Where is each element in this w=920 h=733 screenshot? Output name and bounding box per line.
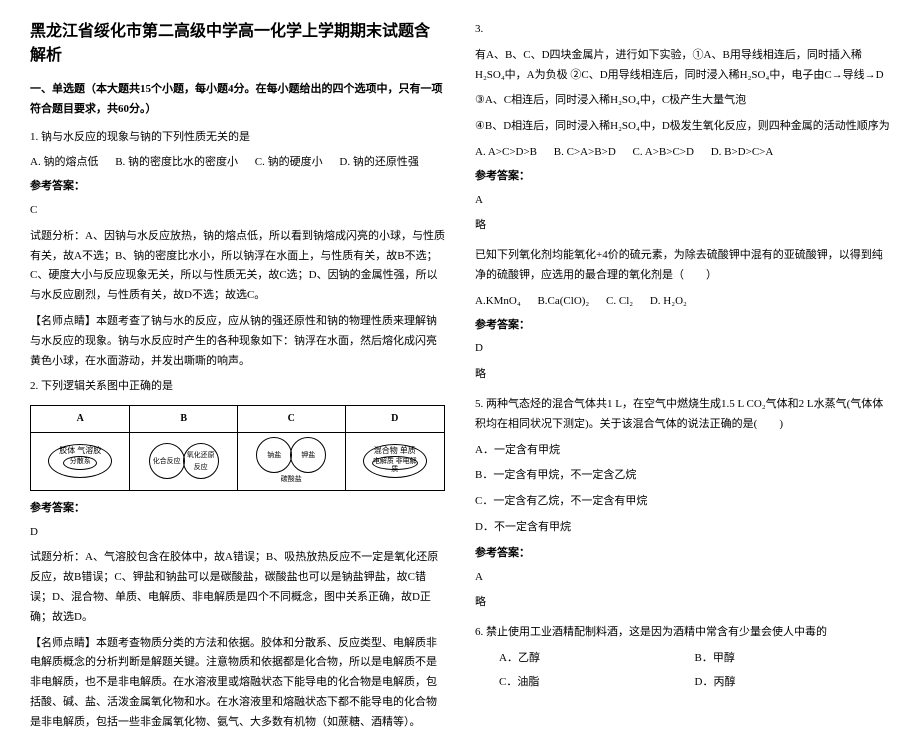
venn-c-mid: 碳酸盐 <box>242 473 341 486</box>
q2-th-a: A <box>31 406 130 433</box>
q1-exp1: 试题分析：A、因钠与水反应放热，钠的熔点低，所以看到钠熔成闪亮的小球，与性质有关… <box>30 227 445 306</box>
q1-options: A. 钠的熔点低 B. 钠的密度比水的密度小 C. 钠的硬度小 D. 钠的还原性… <box>30 153 445 173</box>
q2-exp1: 试题分析：A、气溶胶包含在胶体中，故A错误；B、吸热放热反应不一定是氧化还原反应… <box>30 548 445 627</box>
doc-title: 黑龙江省绥化市第二高级中学高一化学上学期期末试题含解析 <box>30 20 445 68</box>
venn-c-r: 钾盐 <box>290 437 326 473</box>
q6-text: 6. 禁止使用工业酒精配制料酒，这是因为酒精中常含有少量会使人中毒的 <box>475 623 890 643</box>
ellipse-a: 胶体 气溶胶 分散系 <box>48 444 112 478</box>
q5-slug: 略 <box>475 593 890 613</box>
q4-ref: 参考答案： <box>475 316 890 336</box>
q3-line2: ③A、C相连后，同时浸入稀H₂SO₄中，C极产生大量气泡 <box>475 91 890 111</box>
cell-a-in: 分散系 <box>63 456 97 470</box>
q4-ans: D <box>475 339 890 359</box>
q2-th-c: C <box>237 406 345 433</box>
ellipse-d: 混合物 单质 电解质 非电解质 <box>363 444 427 478</box>
q3-d: D. B>D>C>A <box>711 146 774 158</box>
q2-ref: 参考答案： <box>30 499 445 519</box>
q1-exp2: 【名师点睛】本题考查了钠与水的反应，应从钠的强还原性和钠的物理性质来理解钠与水反… <box>30 312 445 371</box>
q1-c: C. 钠的硬度小 <box>255 156 323 168</box>
q5-d: D．不一定含有甲烷 <box>475 518 890 538</box>
q5-a: A．一定含有甲烷 <box>475 441 890 461</box>
q3-ref: 参考答案： <box>475 167 890 187</box>
cell-d-in: 电解质 非电解质 <box>372 456 418 470</box>
q2-cell-c: 钠盐 钾盐 碳酸盐 <box>237 433 345 491</box>
q6-row1: A．乙醇 B．甲醇 <box>475 649 890 669</box>
q5-c: C．一定含有乙烷，不一定含有甲烷 <box>475 492 890 512</box>
q4-text: 已知下列氧化剂均能氧化+4价的硫元素，为除去硫酸钾中混有的亚硫酸钾，以得到纯净的… <box>475 246 890 286</box>
q3-options: A. A>C>D>B B. C>A>B>D C. A>B>C>D D. B>D>… <box>475 143 890 163</box>
q3-ans: A <box>475 191 890 211</box>
cell-d-out: 混合物 单质 <box>374 446 416 455</box>
q1-ans: C <box>30 201 445 221</box>
q1-ref: 参考答案： <box>30 177 445 197</box>
q4-d: D. H₂O₂ <box>650 295 687 307</box>
section-header: 一、单选题（本大题共15个小题，每小题4分。在每小题给出的四个选项中，只有一项符… <box>30 80 445 120</box>
q6-b: B．甲醇 <box>695 649 891 669</box>
q6-c: C．油脂 <box>475 673 695 693</box>
q4-b: B.Ca(ClO)₂ <box>537 295 589 307</box>
q1-text: 1. 钠与水反应的现象与钠的下列性质无关的是 <box>30 128 445 148</box>
q3-c: C. A>B>C>D <box>633 146 694 158</box>
q2-cell-a: 胶体 气溶胶 分散系 <box>31 433 130 491</box>
venn-b-r: 氧化还原反应 <box>183 443 219 479</box>
q3-line3: ④B、D相连后，同时浸入稀H₂SO₄中，D极发生氧化反应，则四种金属的活动性顺序… <box>475 117 890 137</box>
q4-a: A.KMnO₄ <box>475 295 521 307</box>
q3-line1: 有A、B、C、D四块金属片，进行如下实验，①A、B用导线相连后，同时插入稀H₂S… <box>475 46 890 86</box>
q2-text: 2. 下列逻辑关系图中正确的是 <box>30 377 445 397</box>
q2-th-d: D <box>345 406 444 433</box>
q1-a: A. 钠的熔点低 <box>30 156 98 168</box>
q1-b: B. 钠的密度比水的密度小 <box>115 156 238 168</box>
q4-slug: 略 <box>475 365 890 385</box>
cell-a-out: 胶体 气溶胶 <box>59 446 101 455</box>
q5-ans: A <box>475 568 890 588</box>
q1-d: D. 钠的还原性强 <box>339 156 418 168</box>
right-column: 3. 有A、B、C、D四块金属片，进行如下实验，①A、B用导线相连后，同时插入稀… <box>475 20 890 631</box>
q6-d: D．丙醇 <box>695 673 891 693</box>
q5-ref: 参考答案： <box>475 544 890 564</box>
q2-table: A B C D 胶体 气溶胶 分散系 化合反应 氧化还原反应 钠盐 <box>30 405 445 491</box>
q3-a: A. A>C>D>B <box>475 146 537 158</box>
q5-b: B．一定含有甲烷，不一定含乙烷 <box>475 466 890 486</box>
q4-c: C. Cl₂ <box>606 295 633 307</box>
venn-c: 钠盐 钾盐 <box>256 437 326 473</box>
venn-b: 化合反应 氧化还原反应 <box>149 443 219 479</box>
q5-options: A．一定含有甲烷 B．一定含有甲烷，不一定含乙烷 C．一定含有乙烷，不一定含有甲… <box>475 441 890 538</box>
q2-ans: D <box>30 523 445 543</box>
q6-a: A．乙醇 <box>475 649 695 669</box>
q5-text: 5. 两种气态烃的混合气体共1 L，在空气中燃烧生成1.5 L CO₂气体和2 … <box>475 395 890 435</box>
q2-cell-d: 混合物 单质 电解质 非电解质 <box>345 433 444 491</box>
q3-num: 3. <box>475 20 890 40</box>
q3-b: B. C>A>B>D <box>554 146 616 158</box>
venn-b-l: 化合反应 <box>149 443 185 479</box>
q2-cell-b: 化合反应 氧化还原反应 <box>130 433 238 491</box>
left-column: 黑龙江省绥化市第二高级中学高一化学上学期期末试题含解析 一、单选题（本大题共15… <box>30 20 445 631</box>
q2-th-b: B <box>130 406 238 433</box>
q2-exp2: 【名师点睛】本题考查物质分类的方法和依据。胶体和分散系、反应类型、电解质非电解质… <box>30 634 445 733</box>
q6-row2: C．油脂 D．丙醇 <box>475 673 890 693</box>
q3-slug: 略 <box>475 216 890 236</box>
venn-c-l: 钠盐 <box>256 437 292 473</box>
q4-options: A.KMnO₄ B.Ca(ClO)₂ C. Cl₂ D. H₂O₂ <box>475 292 890 312</box>
